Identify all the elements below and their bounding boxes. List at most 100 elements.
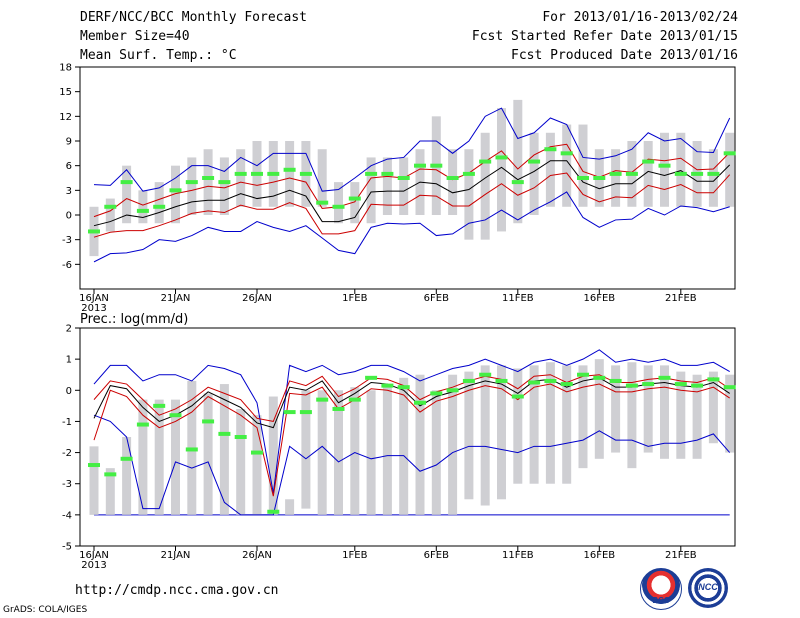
prec-median-mark <box>462 378 475 383</box>
temp-median-mark <box>593 176 606 180</box>
prec-median-mark <box>185 447 198 452</box>
temp-box <box>480 132 490 240</box>
prec-median-mark <box>414 400 426 405</box>
temp-median-mark <box>707 171 720 176</box>
prec-ytick-label: 1 <box>66 355 72 366</box>
prec-median-mark <box>577 372 589 377</box>
temp-xtick-label: 26JAN <box>242 293 272 304</box>
temp-median-mark <box>251 171 263 176</box>
temp-median-mark <box>348 196 361 201</box>
temp-box <box>171 165 180 224</box>
prec-median-mark <box>169 413 182 418</box>
prec-box <box>350 387 360 515</box>
prec-min-line <box>93 414 731 516</box>
temp-median-mark <box>136 208 149 213</box>
prec-median-mark <box>316 397 329 402</box>
temp-box <box>545 132 555 207</box>
prec-box <box>382 384 392 515</box>
temp-box <box>382 157 392 215</box>
prec-median-mark <box>332 406 345 411</box>
prec-median-mark <box>479 372 492 377</box>
temp-xtick-label: 16JAN <box>79 293 109 304</box>
temp-box <box>399 157 409 215</box>
prec-box <box>431 390 441 515</box>
temp-box <box>448 149 458 215</box>
temp-median-mark <box>365 171 378 176</box>
temp-ytick-label: -3 <box>62 235 72 246</box>
temp-min-line <box>93 191 730 263</box>
prec-box <box>154 399 164 515</box>
prec-box <box>562 365 572 484</box>
forecast-period-label: For 2013/01/16-2013/02/24 <box>542 10 738 25</box>
prec-median-mark <box>642 382 655 387</box>
temp-median-mark <box>658 163 671 168</box>
temp-median-mark <box>625 171 638 176</box>
temp-box <box>660 132 669 207</box>
temp-ytick-label: 0 <box>66 211 72 222</box>
prec-box <box>138 399 148 515</box>
prec-box <box>171 399 180 515</box>
prec-box <box>448 374 458 515</box>
temp-max-line <box>93 107 731 192</box>
prec-median-mark <box>625 383 638 388</box>
temp-median-mark <box>169 188 182 193</box>
temp-median-mark <box>332 204 345 209</box>
prec-xtick-label: 16JAN <box>79 550 109 561</box>
prec-box <box>399 377 409 515</box>
temp-median-mark <box>479 159 492 164</box>
temp-box <box>708 149 718 207</box>
temp-box <box>366 157 376 224</box>
prec-box <box>268 396 278 515</box>
prec-median-mark <box>528 380 541 385</box>
prec-xtick-label: 6FEB <box>424 550 449 561</box>
temp-ytick-label: 9 <box>66 137 72 148</box>
temp-box <box>513 99 523 224</box>
prec-median-mark <box>153 403 166 408</box>
temp-box <box>562 124 572 207</box>
prec-box <box>627 362 637 469</box>
prec-box <box>105 468 115 515</box>
temp-median-mark <box>642 159 655 164</box>
ncc-logo: NCC <box>688 568 728 608</box>
prec-median-mark <box>707 377 720 382</box>
prec-median-mark <box>299 410 312 415</box>
temp-median-mark <box>185 180 198 185</box>
prec-median-mark <box>104 472 117 477</box>
prec-median-mark <box>136 422 149 427</box>
temp-median-mark <box>381 171 394 176</box>
prec-median-mark <box>430 391 443 396</box>
prec-std-lower-line <box>93 383 730 497</box>
temp-median-mark <box>577 176 589 180</box>
prec-title: Prec.: log(mm/d) <box>80 312 188 327</box>
prec-box <box>415 374 425 515</box>
forecast-start-label: Fcst Started Refer Date 2013/01/15 <box>471 29 738 44</box>
prec-median-mark <box>674 382 687 387</box>
prec-median-mark <box>397 385 410 390</box>
source-url[interactable]: http://cmdp.ncc.cma.gov.cn <box>75 583 279 598</box>
prec-box <box>611 365 621 453</box>
temp-xtick-label: 16FEB <box>583 293 615 304</box>
prec-box <box>122 437 132 515</box>
temp-median-mark <box>299 171 312 176</box>
prec-box <box>236 408 246 515</box>
temp-box <box>236 149 246 207</box>
prec-median-mark <box>365 375 378 380</box>
prec-box <box>219 384 229 515</box>
prec-ytick-label: -4 <box>62 510 72 521</box>
prec-median-mark <box>267 509 280 514</box>
temp-median-mark <box>691 171 704 176</box>
temp-box <box>285 141 295 207</box>
prec-box <box>692 374 702 459</box>
prec-median-mark <box>202 419 215 424</box>
temp-plot-frame <box>79 66 736 290</box>
prec-box <box>660 365 669 459</box>
prec-xtick-label: 11FEB <box>502 550 534 561</box>
temp-ytick-label: 3 <box>66 186 72 197</box>
prec-median-mark <box>283 410 296 415</box>
bcc-logo: BCC <box>640 568 682 610</box>
prec-ytick-label: -3 <box>62 479 72 490</box>
temp-year-label: 2013 <box>81 303 106 314</box>
prec-median-mark <box>88 463 100 468</box>
temp-box <box>676 132 686 207</box>
temp-box <box>203 149 213 215</box>
